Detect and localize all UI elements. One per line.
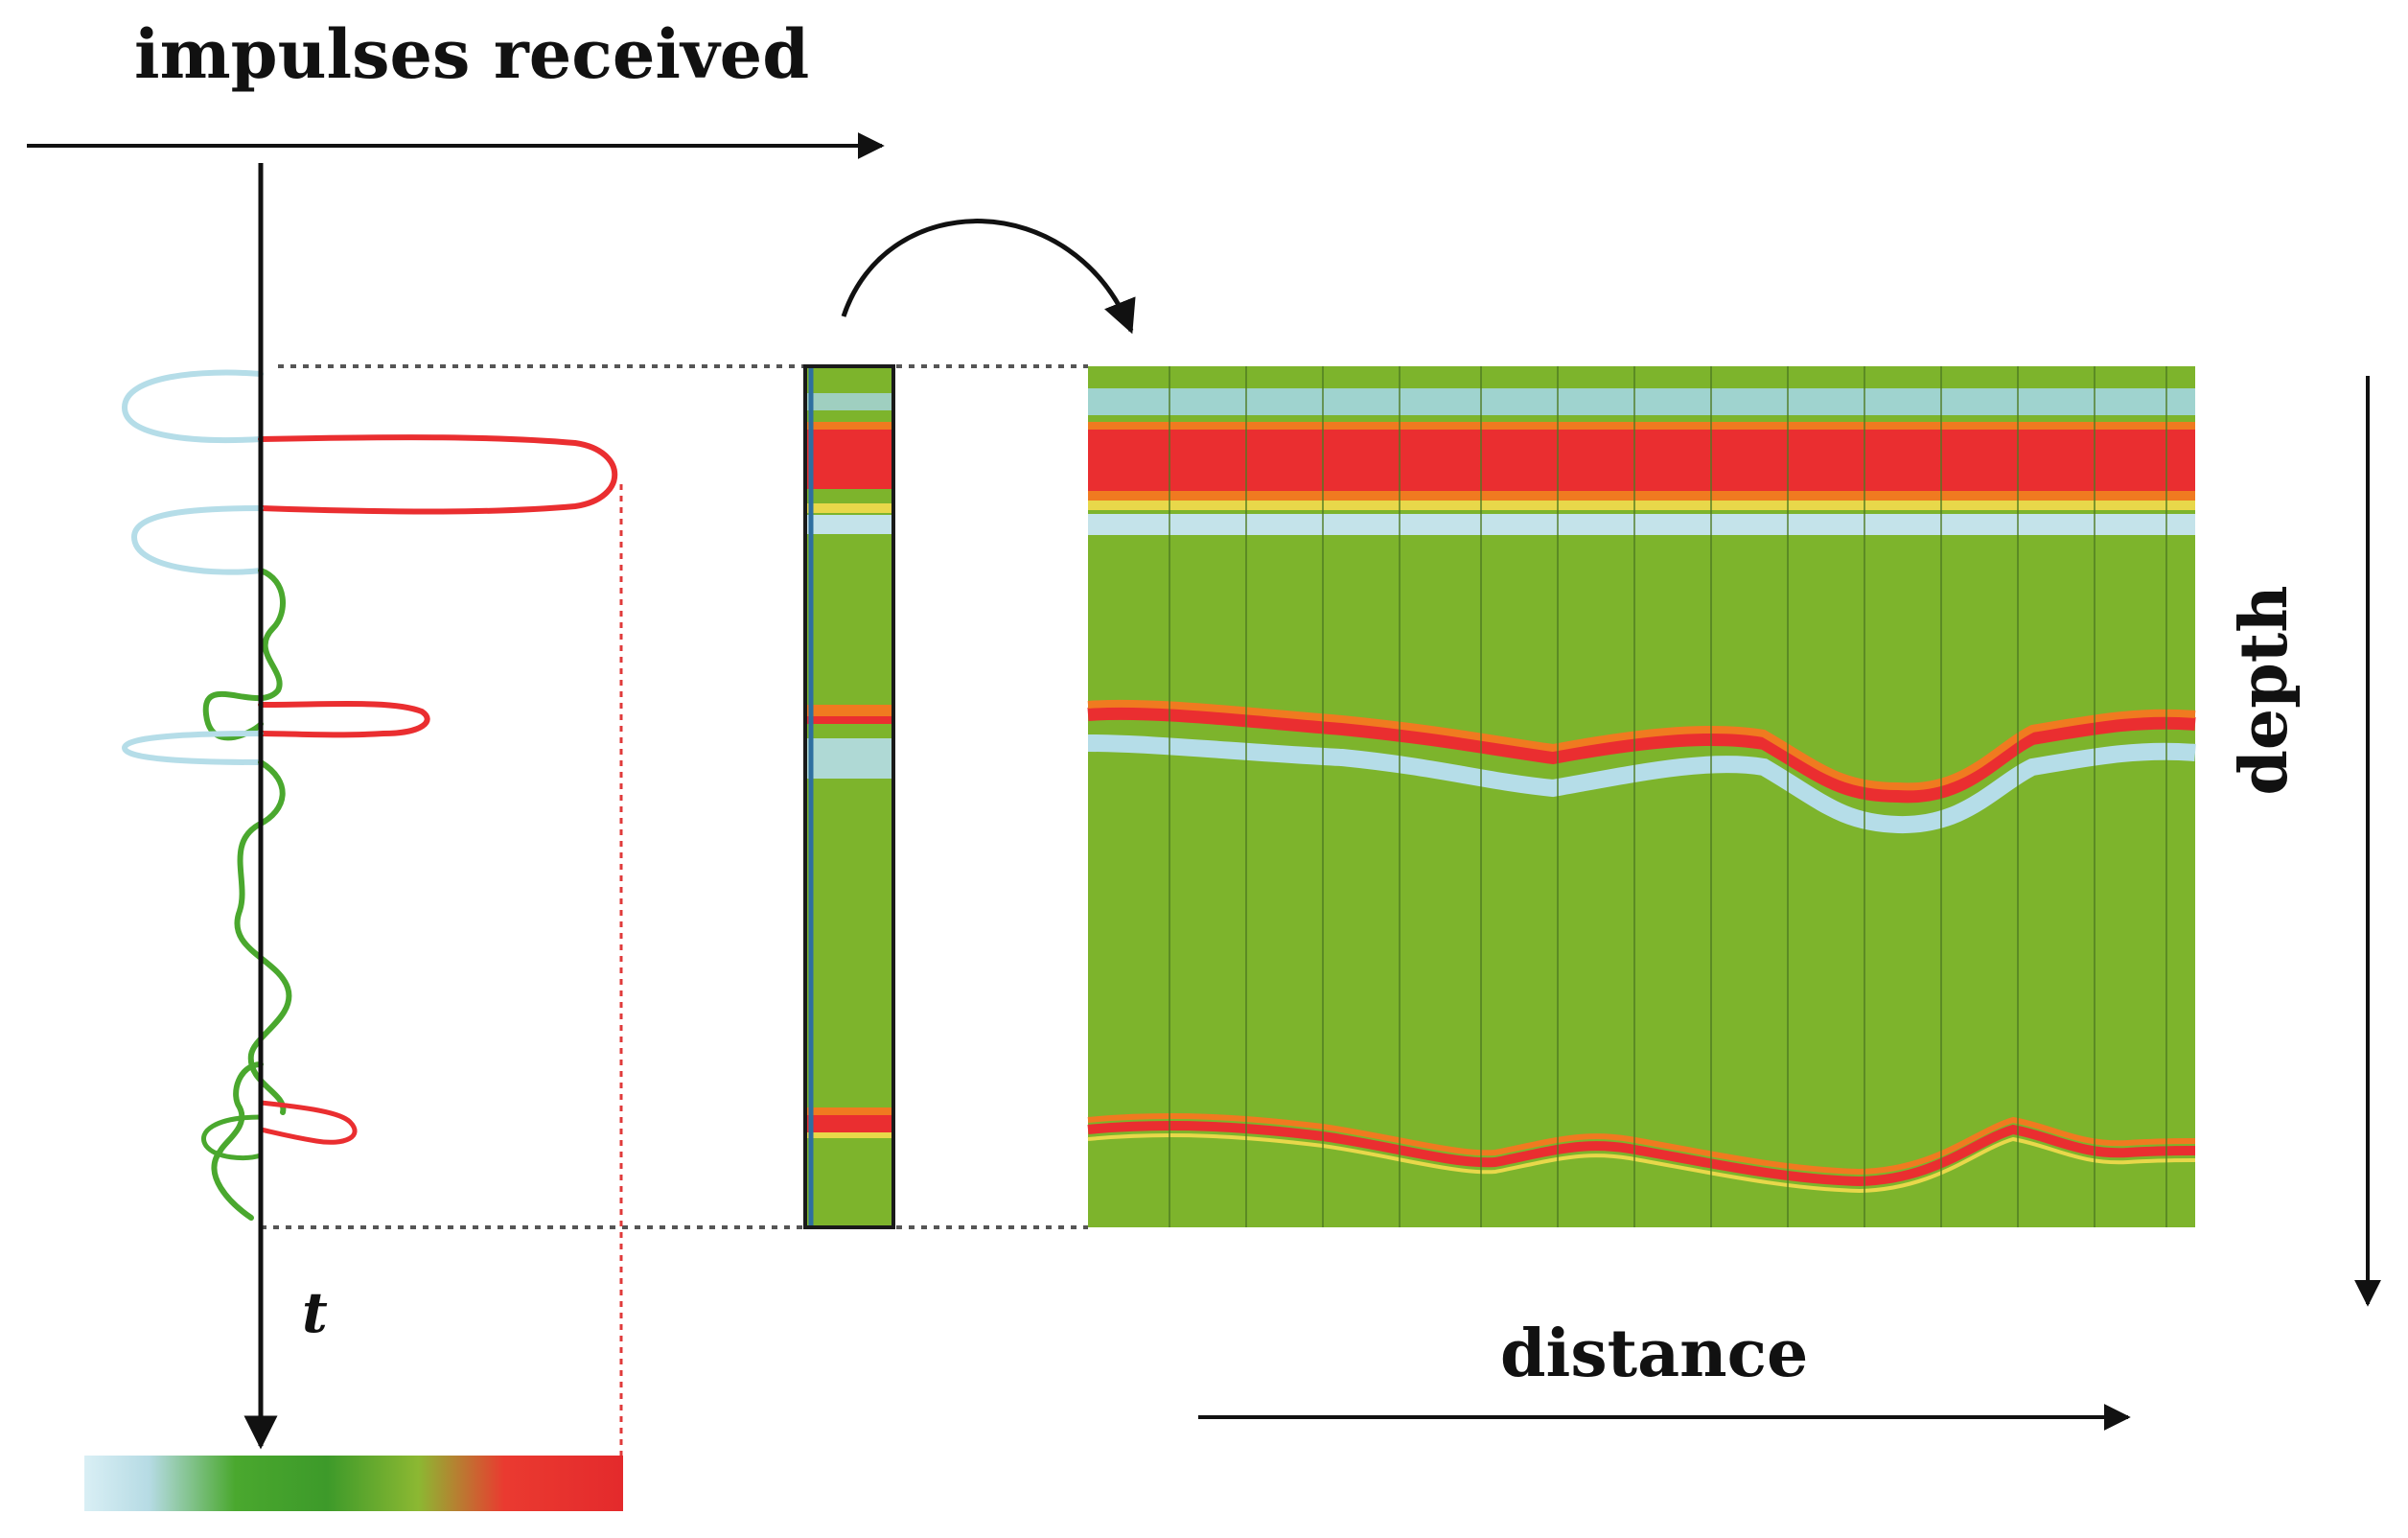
radargram [1087, 366, 2196, 1227]
curved-transfer-arrow [841, 219, 1136, 335]
distance-label: distance [1500, 1316, 1809, 1392]
time-axis-label: t [302, 1280, 328, 1345]
depth-label: depth [2226, 585, 2303, 796]
dotted-guides [261, 364, 1088, 1229]
color-scale-bar [84, 1456, 623, 1511]
single-trace-column [803, 364, 895, 1229]
impulse-trace [122, 369, 618, 1221]
impulses-received-label: impulses received [134, 14, 810, 94]
